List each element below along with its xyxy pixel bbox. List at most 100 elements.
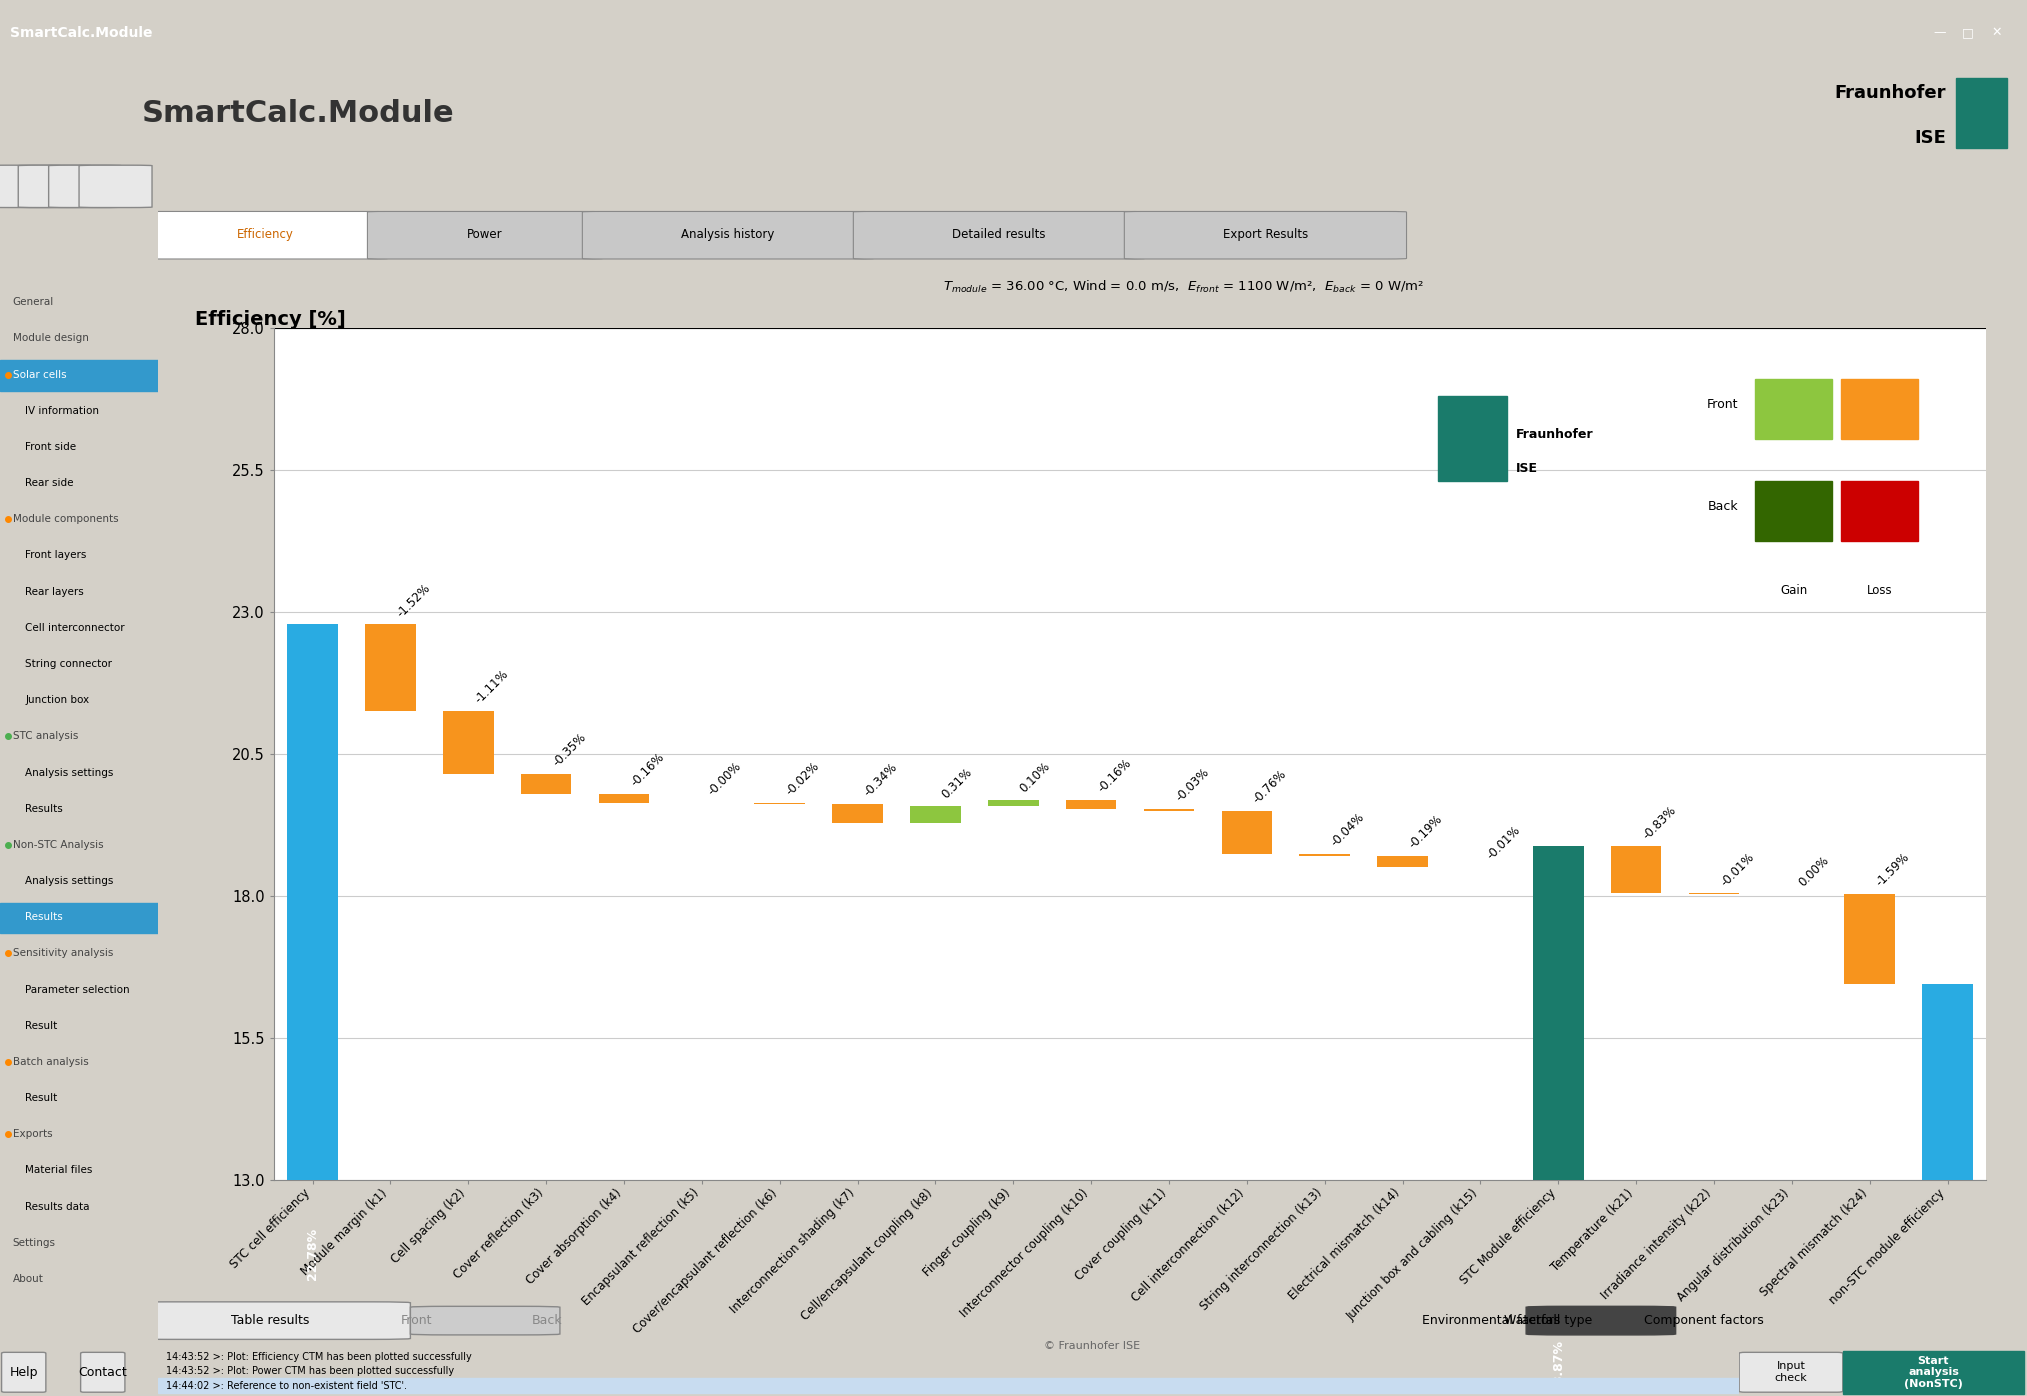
- Text: Analysis settings: Analysis settings: [24, 768, 114, 778]
- Text: -0.16%: -0.16%: [628, 751, 667, 789]
- Text: Sensitivity analysis: Sensitivity analysis: [12, 948, 114, 959]
- Text: Analysis history: Analysis history: [681, 228, 774, 240]
- Text: Rear side: Rear side: [24, 477, 73, 489]
- Text: Back: Back: [531, 1314, 564, 1328]
- Bar: [288, 624, 339, 1396]
- Text: Non-STC Analysis: Non-STC Analysis: [12, 840, 103, 850]
- Text: $T_{module}$ = 36.00 °C, Wind = 0.0 m/s,  $E_{front}$ = 1100 W/m²,  $E_{back}$ =: $T_{module}$ = 36.00 °C, Wind = 0.0 m/s,…: [943, 279, 1425, 295]
- Bar: [910, 805, 961, 824]
- Text: -0.01%: -0.01%: [1484, 824, 1522, 863]
- Text: Power: Power: [468, 228, 503, 240]
- Text: IV information: IV information: [24, 406, 99, 416]
- Bar: [365, 624, 416, 711]
- FancyBboxPatch shape: [409, 1307, 559, 1335]
- Text: Efficiency: Efficiency: [237, 228, 294, 240]
- FancyBboxPatch shape: [2, 1353, 47, 1392]
- FancyBboxPatch shape: [81, 1353, 126, 1392]
- Text: Module design: Module design: [12, 334, 89, 343]
- Text: © Fraunhofer ISE: © Fraunhofer ISE: [1044, 1340, 1141, 1351]
- Bar: [1841, 380, 1918, 438]
- FancyBboxPatch shape: [367, 211, 602, 260]
- Text: -0.03%: -0.03%: [1174, 766, 1212, 804]
- FancyBboxPatch shape: [0, 165, 61, 208]
- Text: 22.78%: 22.78%: [306, 1228, 318, 1280]
- Text: Gain: Gain: [1780, 584, 1808, 596]
- Text: Fraunhofer: Fraunhofer: [1516, 429, 1593, 441]
- Text: Settings: Settings: [12, 1238, 55, 1248]
- FancyBboxPatch shape: [582, 211, 874, 260]
- Text: -0.76%: -0.76%: [1251, 768, 1289, 805]
- Text: Results: Results: [24, 912, 63, 923]
- Text: Environmental factors: Environmental factors: [1421, 1314, 1561, 1328]
- Bar: [1845, 893, 1895, 984]
- Text: Front: Front: [401, 1314, 432, 1328]
- Text: Analysis settings: Analysis settings: [24, 877, 114, 886]
- Bar: [1222, 811, 1273, 854]
- Text: STC analysis: STC analysis: [12, 732, 77, 741]
- Bar: [1755, 380, 1832, 438]
- FancyBboxPatch shape: [1526, 1307, 1676, 1335]
- Bar: [1841, 482, 1918, 540]
- Text: About: About: [12, 1275, 43, 1284]
- Text: Result: Result: [24, 1093, 57, 1103]
- Text: String connector: String connector: [24, 659, 111, 669]
- Text: Fraunhofer: Fraunhofer: [1834, 84, 1946, 102]
- Text: ISE: ISE: [1516, 462, 1536, 475]
- FancyBboxPatch shape: [18, 165, 91, 208]
- Text: Component factors: Component factors: [1644, 1314, 1763, 1328]
- Text: Efficiency [%]: Efficiency [%]: [195, 310, 347, 329]
- Text: -0.00%: -0.00%: [705, 759, 744, 799]
- Text: ✕: ✕: [1991, 27, 2003, 39]
- Text: -0.19%: -0.19%: [1407, 812, 1445, 852]
- Text: -1.52%: -1.52%: [395, 581, 434, 620]
- Bar: [1843, 1351, 2025, 1393]
- Text: 0.31%: 0.31%: [939, 765, 975, 801]
- Text: -1.11%: -1.11%: [472, 667, 511, 706]
- Bar: [158, 1378, 1739, 1393]
- Bar: [1143, 808, 1194, 811]
- Bar: [1439, 396, 1506, 482]
- Text: -0.83%: -0.83%: [1640, 803, 1678, 842]
- FancyBboxPatch shape: [79, 165, 152, 208]
- FancyBboxPatch shape: [144, 211, 387, 260]
- Text: Result: Result: [24, 1020, 57, 1030]
- Text: -0.16%: -0.16%: [1095, 757, 1133, 796]
- Text: ISE: ISE: [1913, 130, 1946, 147]
- Bar: [0, 903, 158, 934]
- Text: Help: Help: [10, 1365, 39, 1379]
- Text: 14:43:52 >: Plot: Power CTM has been plotted successfully: 14:43:52 >: Plot: Power CTM has been plo…: [166, 1367, 454, 1376]
- Text: Results data: Results data: [24, 1202, 89, 1212]
- Text: Front: Front: [1707, 398, 1737, 412]
- Text: □: □: [1962, 27, 1974, 39]
- Text: SmartCalc.Module: SmartCalc.Module: [142, 99, 454, 127]
- Text: Front layers: Front layers: [24, 550, 87, 560]
- Text: -0.04%: -0.04%: [1328, 811, 1366, 849]
- Text: 14:44:02 >: Reference to non-existent field 'STC'.: 14:44:02 >: Reference to non-existent fi…: [166, 1381, 407, 1390]
- Bar: [1299, 854, 1350, 856]
- Text: -0.02%: -0.02%: [784, 759, 823, 799]
- Text: Results: Results: [24, 804, 63, 814]
- Text: 14:43:52 >: Plot: Efficiency CTM has been plotted successfully: 14:43:52 >: Plot: Efficiency CTM has bee…: [166, 1353, 472, 1362]
- Text: Input
check: Input check: [1774, 1361, 1808, 1383]
- Text: Front side: Front side: [24, 443, 77, 452]
- FancyBboxPatch shape: [853, 211, 1145, 260]
- Text: Start
analysis
(NonSTC): Start analysis (NonSTC): [1903, 1356, 1962, 1389]
- Bar: [1922, 984, 1972, 1396]
- Text: 0.10%: 0.10%: [1018, 759, 1052, 796]
- Text: Table results: Table results: [231, 1314, 310, 1328]
- Text: Junction box: Junction box: [24, 695, 89, 705]
- Text: 18.87%: 18.87%: [1553, 1339, 1565, 1390]
- Bar: [1755, 482, 1832, 540]
- Text: -1.59%: -1.59%: [1873, 852, 1911, 889]
- Text: Parameter selection: Parameter selection: [24, 984, 130, 994]
- Text: Waterfall type: Waterfall type: [1504, 1314, 1591, 1328]
- Bar: [1066, 800, 1117, 808]
- Bar: [1376, 856, 1427, 867]
- Bar: [833, 804, 884, 824]
- Text: -0.34%: -0.34%: [861, 761, 900, 800]
- Text: Back: Back: [1707, 500, 1737, 514]
- FancyBboxPatch shape: [130, 1302, 409, 1339]
- Text: Material files: Material files: [24, 1166, 93, 1175]
- Bar: [987, 800, 1038, 805]
- Text: Export Results: Export Results: [1222, 228, 1307, 240]
